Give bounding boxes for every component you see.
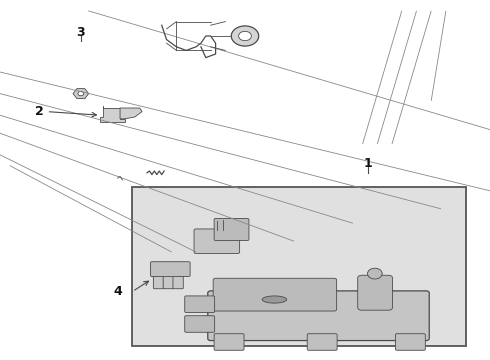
FancyBboxPatch shape [214,334,244,350]
FancyBboxPatch shape [185,316,215,332]
Circle shape [368,268,382,279]
Polygon shape [100,106,125,122]
Text: 3: 3 [76,26,85,39]
Circle shape [78,91,84,96]
FancyBboxPatch shape [153,267,164,289]
Circle shape [231,26,259,46]
FancyBboxPatch shape [194,229,240,253]
Text: 4: 4 [113,285,122,298]
FancyBboxPatch shape [185,296,215,312]
Polygon shape [120,108,142,119]
FancyBboxPatch shape [213,278,337,311]
Ellipse shape [262,296,287,303]
FancyBboxPatch shape [150,262,190,276]
FancyBboxPatch shape [214,219,249,240]
Circle shape [239,31,251,41]
Bar [132,187,466,346]
FancyBboxPatch shape [163,267,173,289]
Text: 2: 2 [35,105,44,118]
FancyBboxPatch shape [395,334,425,350]
FancyBboxPatch shape [358,275,392,310]
FancyBboxPatch shape [208,291,429,341]
FancyBboxPatch shape [307,334,337,350]
FancyBboxPatch shape [173,267,183,289]
Text: 1: 1 [363,157,372,170]
